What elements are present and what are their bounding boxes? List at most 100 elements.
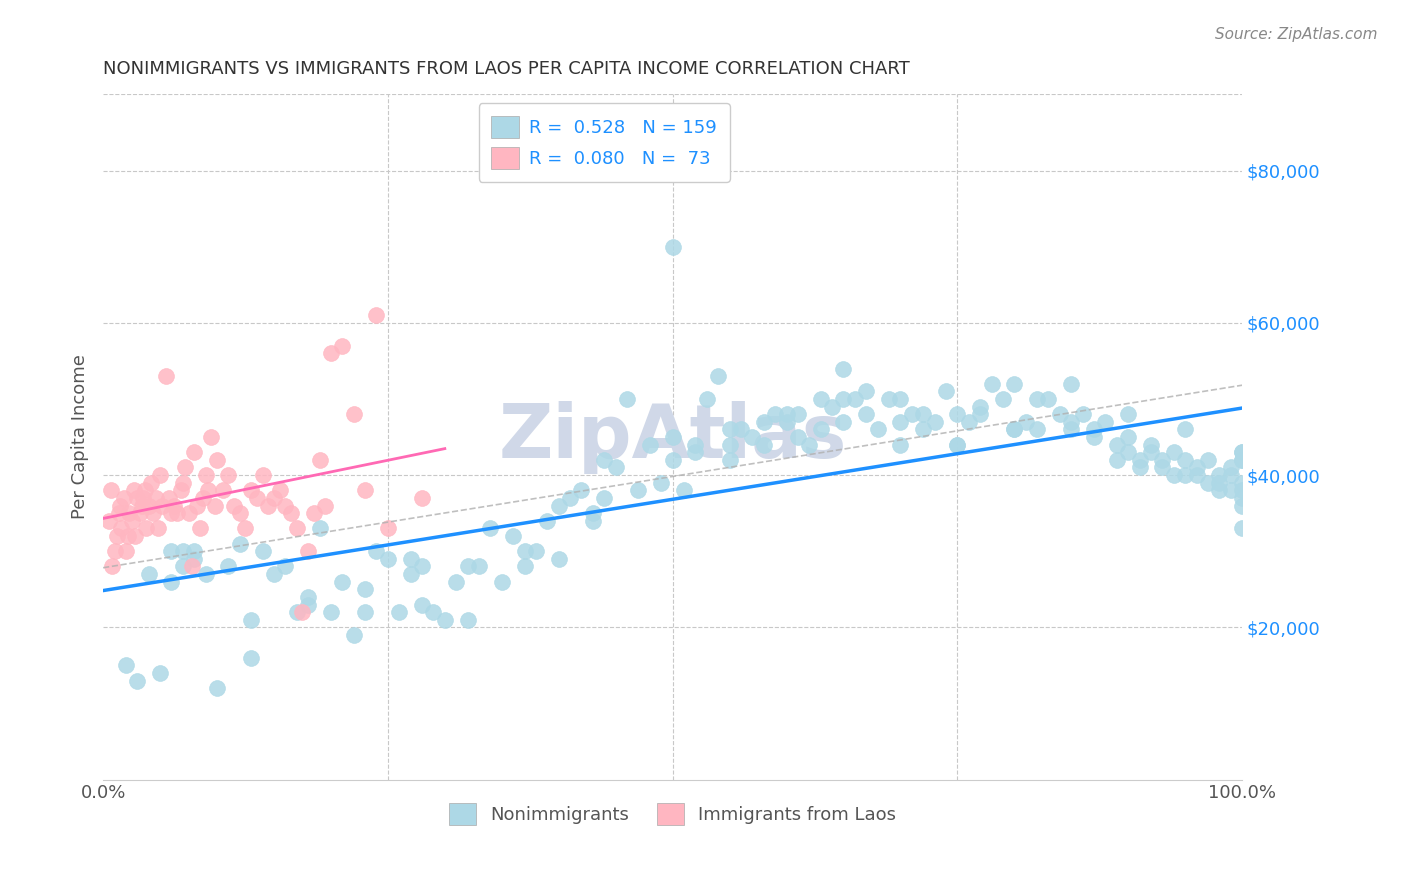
Point xyxy=(1129,460,1152,475)
Point xyxy=(354,582,377,597)
Point xyxy=(444,574,467,589)
Point xyxy=(491,574,513,589)
Point xyxy=(571,483,593,498)
Point xyxy=(1002,376,1025,391)
Point xyxy=(1197,475,1219,490)
Point xyxy=(582,514,605,528)
Point xyxy=(399,567,422,582)
Point xyxy=(308,521,330,535)
Point xyxy=(217,559,239,574)
Point xyxy=(810,392,832,406)
Point xyxy=(1060,376,1083,391)
Point xyxy=(1219,468,1241,483)
Point xyxy=(1152,453,1174,467)
Point xyxy=(616,392,638,406)
Point xyxy=(160,506,183,520)
Text: NONIMMIGRANTS VS IMMIGRANTS FROM LAOS PER CAPITA INCOME CORRELATION CHART: NONIMMIGRANTS VS IMMIGRANTS FROM LAOS PE… xyxy=(103,60,910,78)
Point xyxy=(118,506,141,520)
Y-axis label: Per Capita Income: Per Capita Income xyxy=(72,355,89,519)
Point xyxy=(422,605,444,619)
Point xyxy=(163,499,186,513)
Point xyxy=(183,445,205,459)
Point xyxy=(124,529,146,543)
Point xyxy=(183,551,205,566)
Point xyxy=(115,658,138,673)
Point xyxy=(194,567,217,582)
Point xyxy=(1094,415,1116,429)
Point xyxy=(204,499,226,513)
Point xyxy=(330,574,353,589)
Point xyxy=(912,407,935,421)
Point xyxy=(1230,521,1253,535)
Point xyxy=(377,521,399,535)
Point xyxy=(650,475,672,490)
Point xyxy=(149,666,172,681)
Point xyxy=(1208,475,1230,490)
Point xyxy=(627,483,650,498)
Point xyxy=(366,308,388,322)
Point xyxy=(115,544,138,558)
Point xyxy=(132,491,155,505)
Point xyxy=(1185,468,1208,483)
Point xyxy=(235,521,257,535)
Point xyxy=(661,240,683,254)
Point xyxy=(343,628,366,642)
Point xyxy=(257,499,280,513)
Point xyxy=(101,559,124,574)
Point xyxy=(638,437,661,451)
Point xyxy=(145,491,167,505)
Point xyxy=(127,673,149,688)
Point xyxy=(786,407,808,421)
Point xyxy=(150,499,173,513)
Point xyxy=(946,437,969,451)
Point xyxy=(127,491,149,505)
Point xyxy=(1174,453,1197,467)
Point xyxy=(146,521,169,535)
Point xyxy=(274,499,297,513)
Point xyxy=(149,468,172,483)
Point xyxy=(844,392,866,406)
Point xyxy=(969,407,991,421)
Point xyxy=(172,559,194,574)
Point xyxy=(252,544,274,558)
Point xyxy=(1071,407,1094,421)
Point xyxy=(285,521,308,535)
Point xyxy=(138,567,160,582)
Point xyxy=(775,407,797,421)
Point xyxy=(605,460,627,475)
Point xyxy=(240,483,263,498)
Point xyxy=(1230,453,1253,467)
Point xyxy=(763,407,786,421)
Point xyxy=(121,514,143,528)
Point xyxy=(957,415,980,429)
Point xyxy=(741,430,763,444)
Point xyxy=(821,400,844,414)
Point xyxy=(1230,491,1253,505)
Point xyxy=(186,499,208,513)
Point xyxy=(1026,422,1049,436)
Point xyxy=(280,506,302,520)
Point xyxy=(1230,445,1253,459)
Point xyxy=(103,544,125,558)
Point xyxy=(112,491,135,505)
Point xyxy=(1129,453,1152,467)
Point xyxy=(810,422,832,436)
Point xyxy=(169,483,191,498)
Point xyxy=(1038,392,1060,406)
Point xyxy=(1197,453,1219,467)
Point xyxy=(912,422,935,436)
Point xyxy=(752,415,775,429)
Point xyxy=(97,514,120,528)
Point xyxy=(1140,445,1163,459)
Point xyxy=(224,499,246,513)
Point xyxy=(946,407,969,421)
Point xyxy=(1060,422,1083,436)
Point xyxy=(1219,460,1241,475)
Point xyxy=(935,384,957,399)
Point xyxy=(877,392,900,406)
Point xyxy=(274,559,297,574)
Point xyxy=(194,468,217,483)
Point xyxy=(1002,422,1025,436)
Point xyxy=(177,506,200,520)
Point xyxy=(155,369,177,384)
